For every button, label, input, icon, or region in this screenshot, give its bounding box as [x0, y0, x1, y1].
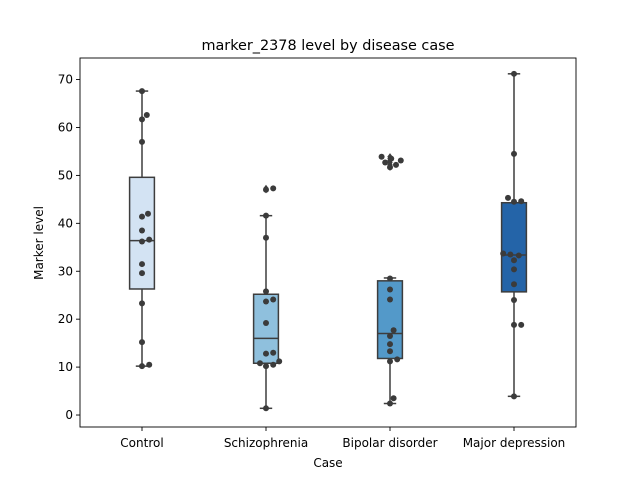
data-point — [518, 198, 525, 205]
y-tick-label: 70 — [58, 73, 73, 87]
data-point — [507, 251, 514, 258]
data-point — [263, 363, 269, 370]
data-point — [270, 185, 277, 192]
x-tick-label: Major depression — [463, 436, 566, 450]
y-tick-label: 30 — [58, 264, 73, 278]
data-point — [139, 238, 145, 245]
data-point — [511, 70, 517, 77]
data-point — [378, 153, 385, 160]
data-point — [139, 270, 145, 277]
data-point — [263, 212, 269, 219]
data-point — [387, 400, 393, 407]
data-point — [139, 213, 145, 220]
data-point — [387, 296, 393, 303]
data-point — [263, 405, 269, 412]
y-tick-label: 60 — [58, 120, 73, 134]
data-point — [511, 281, 517, 288]
x-tick-label: Bipolar disorder — [342, 436, 437, 450]
data-point — [387, 275, 393, 282]
data-point — [257, 360, 263, 367]
data-point — [263, 288, 269, 295]
y-tick-label: 40 — [58, 216, 73, 230]
data-point — [518, 321, 525, 328]
x-axis-label: Case — [313, 456, 342, 470]
data-point — [394, 356, 401, 363]
x-tick-label: Schizophrenia — [224, 436, 308, 450]
data-point — [397, 157, 404, 164]
box-iqr — [500, 201, 528, 293]
data-point — [387, 358, 393, 365]
data-point — [139, 339, 145, 346]
data-point — [139, 300, 145, 307]
chart-title: marker_2378 level by disease case — [201, 38, 454, 54]
data-point — [511, 393, 517, 400]
data-point — [263, 350, 269, 357]
data-point — [388, 155, 395, 162]
axes-frame — [79, 57, 577, 428]
data-point — [387, 341, 393, 348]
data-point — [263, 298, 269, 305]
data-point — [390, 395, 397, 402]
data-point — [511, 150, 517, 157]
data-point — [382, 159, 389, 166]
y-tick-label: 50 — [58, 168, 73, 182]
data-point — [143, 112, 150, 119]
y-axis-label: Marker level — [32, 206, 46, 280]
data-point — [511, 198, 517, 205]
data-point — [146, 361, 153, 368]
plot-area: 0 10 20 30 40 50 60 70 Control Schizophrenia Bipol… — [58, 57, 577, 450]
data-point — [515, 252, 522, 259]
data-point — [145, 210, 151, 217]
data-point — [139, 116, 145, 123]
data-point — [270, 361, 277, 368]
data-point — [387, 164, 393, 171]
data-point — [500, 250, 507, 257]
data-point — [276, 358, 283, 365]
data-point — [387, 286, 393, 293]
data-point — [387, 348, 393, 355]
data-point — [387, 332, 393, 339]
data-point — [511, 266, 517, 273]
data-point — [263, 234, 269, 241]
data-point — [511, 297, 517, 304]
data-point — [146, 236, 153, 243]
data-point — [505, 194, 511, 201]
y-tick-label: 0 — [65, 408, 73, 422]
data-point — [393, 161, 399, 168]
data-point — [139, 138, 145, 145]
data-point — [270, 349, 277, 356]
data-point — [511, 321, 517, 328]
data-point — [139, 261, 145, 268]
data-point — [139, 363, 145, 370]
x-tick-label: Control — [120, 436, 163, 450]
data-point — [263, 320, 269, 327]
data-point — [139, 88, 145, 95]
data-point — [139, 227, 145, 234]
data-point — [390, 327, 397, 334]
y-tick-label: 10 — [58, 360, 73, 374]
box-group-3 — [500, 73, 528, 398]
data-point — [263, 186, 269, 193]
y-tick-label: 20 — [58, 312, 73, 326]
data-point — [270, 296, 277, 303]
data-point — [511, 257, 517, 264]
